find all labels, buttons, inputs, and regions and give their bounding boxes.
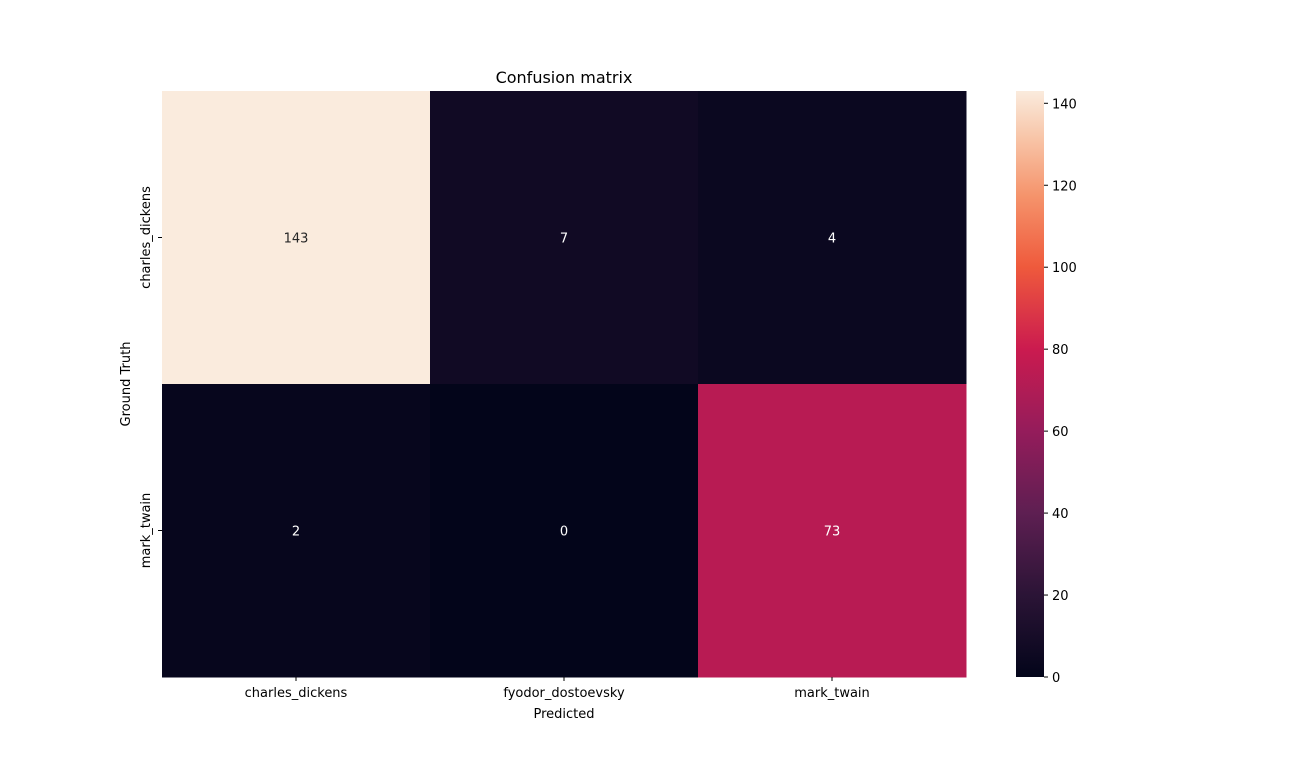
- heatmap-cells: [162, 91, 967, 678]
- colorbar-tick-label: 140: [1052, 97, 1077, 112]
- chart-title: Confusion matrix: [496, 68, 633, 87]
- y-axis-ticks: charles_dickens mark_twain: [139, 186, 162, 568]
- y-tick-label: mark_twain: [139, 493, 154, 569]
- x-axis-label: Predicted: [533, 707, 594, 722]
- colorbar-ticks: 0 20 40 60 80 100 120 140: [1044, 97, 1077, 686]
- colorbar-tick-label: 60: [1052, 425, 1069, 440]
- cell-value-label: 0: [560, 525, 568, 540]
- colorbar-tick-label: 80: [1052, 343, 1069, 358]
- cell-value-label: 73: [824, 525, 841, 540]
- y-tick-label: charles_dickens: [139, 186, 154, 289]
- cell-value-label: 4: [828, 232, 836, 247]
- heatmap-cell: [698, 384, 967, 678]
- y-axis-label: Ground Truth: [119, 342, 134, 427]
- cell-value-label: 7: [560, 232, 568, 247]
- x-tick-label: fyodor_dostoevsky: [503, 686, 625, 701]
- x-tick-label: charles_dickens: [245, 686, 348, 701]
- heatmap-cell: [430, 384, 699, 678]
- x-axis-ticks: charles_dickens fyodor_dostoevsky mark_twa…: [245, 677, 870, 701]
- colorbar-tick-label: 20: [1052, 589, 1069, 604]
- colorbar-tick-label: 100: [1052, 261, 1077, 276]
- cell-value-label: 2: [292, 525, 300, 540]
- heatmap-cell: [162, 384, 431, 678]
- heatmap-cell-labels: 143 7 4 2 0 73: [284, 232, 841, 540]
- colorbar-tick-label: 120: [1052, 179, 1077, 194]
- colorbar: [1016, 91, 1044, 677]
- cell-value-label: 143: [284, 232, 309, 247]
- colorbar-tick-label: 0: [1052, 671, 1060, 686]
- heatmap-cell: [698, 91, 967, 385]
- colorbar-tick-label: 40: [1052, 507, 1069, 522]
- heatmap-cell: [430, 91, 699, 385]
- heatmap-cell: [162, 91, 431, 385]
- x-tick-label: mark_twain: [794, 686, 870, 701]
